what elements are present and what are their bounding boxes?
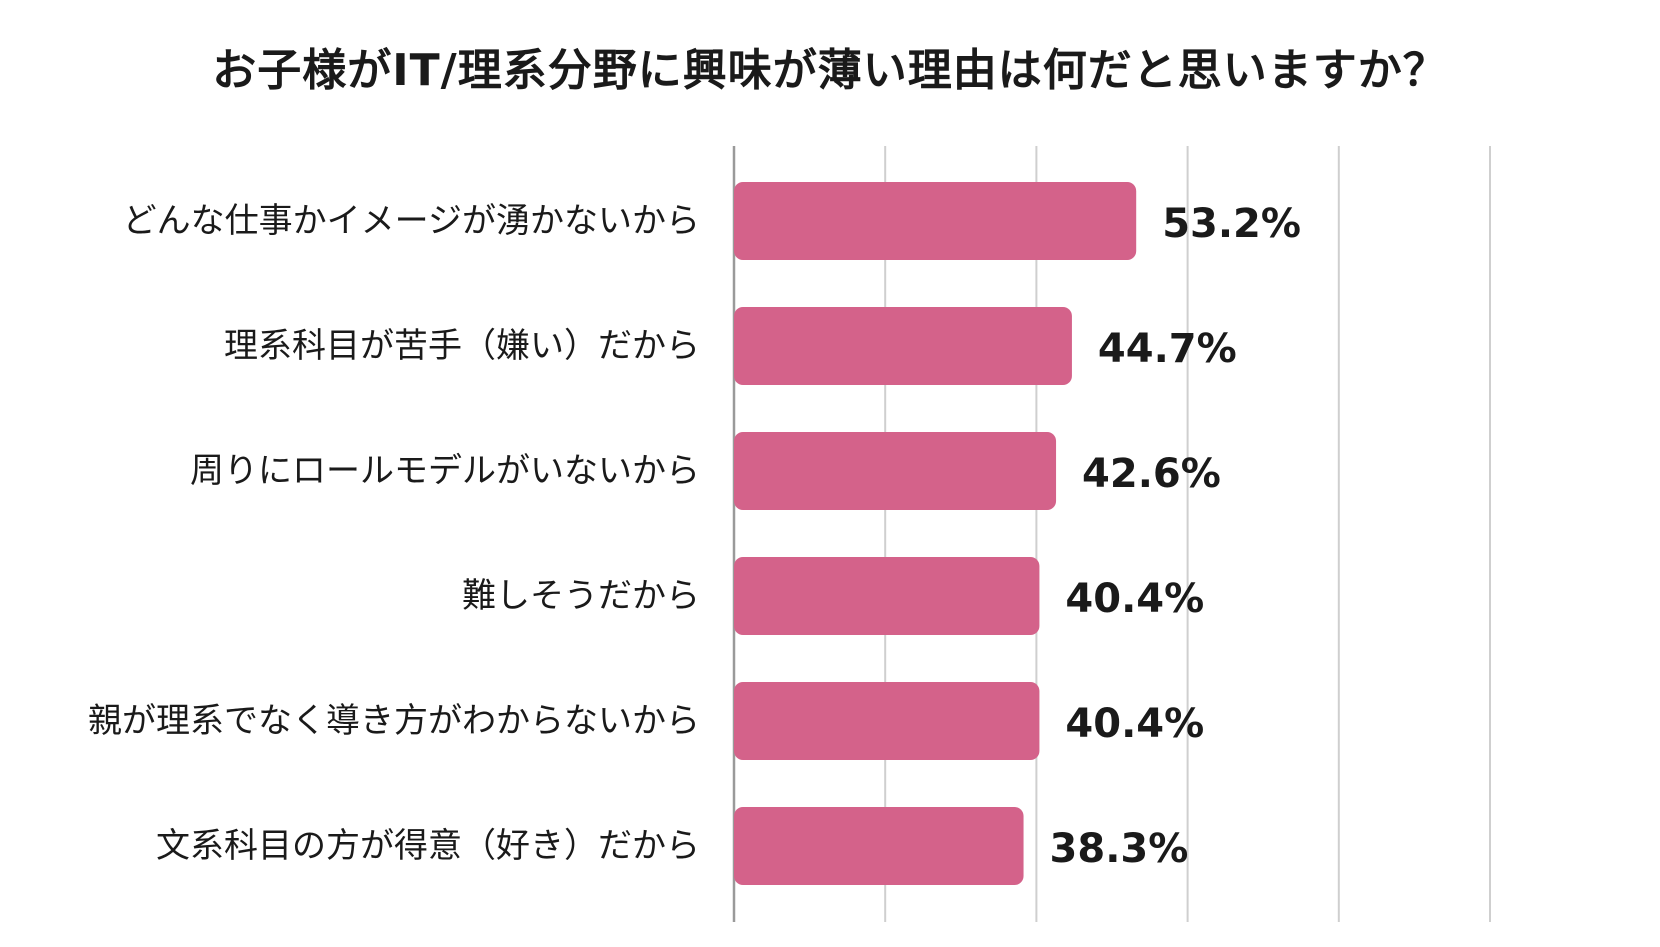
value-label: 53.2% [1162, 201, 1301, 247]
chart-title: お子様がIT/理系分野に興味が薄い理由は何だと思いますか？ [212, 45, 1448, 96]
category-label: どんな仕事かイメージが湧かないから [123, 201, 700, 241]
bar-4 [734, 557, 1040, 635]
bar-3 [734, 432, 1057, 510]
bar-1 [734, 182, 1137, 260]
category-label: 親が理系でなく導き方がわからないから [88, 701, 700, 741]
value-label: 40.4% [1065, 701, 1204, 747]
category-label: 理系科目が苦手（嫌い）だから [224, 326, 700, 366]
value-label: 40.4% [1065, 576, 1204, 622]
bar-6 [734, 807, 1024, 885]
category-label: 難しそうだから [462, 576, 700, 616]
value-label: 42.6% [1082, 451, 1221, 497]
bar-5 [734, 682, 1040, 760]
category-label: 周りにロールモデルがいないから [190, 451, 700, 491]
value-label: 44.7% [1098, 326, 1237, 372]
category-label: 文系科目の方が得意（好き）だから [156, 826, 700, 866]
value-label: 38.3% [1050, 826, 1189, 872]
bar-2 [734, 307, 1072, 385]
